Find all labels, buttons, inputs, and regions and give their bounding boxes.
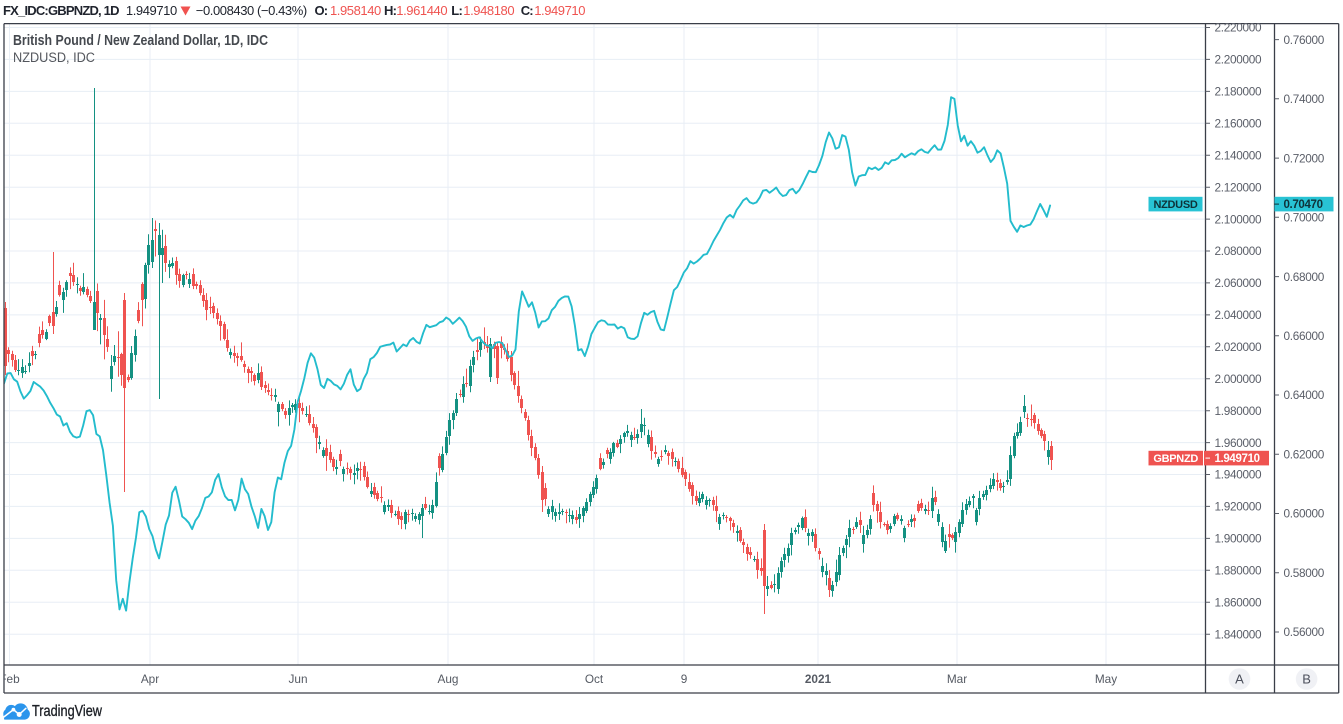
svg-text:1.960000: 1.960000 [1215,436,1263,450]
svg-text:2.140000: 2.140000 [1215,148,1263,162]
svg-text:Feb: Feb [0,672,20,686]
svg-text:Apr: Apr [141,672,159,686]
svg-text:1.840000: 1.840000 [1215,627,1263,641]
svg-text:1.860000: 1.860000 [1215,595,1263,609]
svg-text:GBPNZD: GBPNZD [1153,453,1198,465]
svg-text:0.74000: 0.74000 [1284,92,1325,106]
svg-text:1.980000: 1.980000 [1215,404,1263,418]
svg-text:2.200000: 2.200000 [1215,53,1263,67]
svg-text:0.58000: 0.58000 [1284,566,1325,580]
svg-text:1.940000: 1.940000 [1215,468,1263,482]
svg-text:0.64000: 0.64000 [1284,388,1325,402]
svg-text:May: May [1095,672,1117,686]
svg-text:1.900000: 1.900000 [1215,532,1263,546]
svg-text:0.76000: 0.76000 [1284,33,1325,47]
svg-text:1.920000: 1.920000 [1215,500,1263,514]
svg-text:1.949710: 1.949710 [1215,453,1260,465]
svg-text:0.60000: 0.60000 [1284,507,1325,521]
svg-text:0.68000: 0.68000 [1284,270,1325,284]
svg-text:2.220000: 2.220000 [1215,21,1263,35]
svg-text:Aug: Aug [438,672,459,686]
svg-text:0.70000: 0.70000 [1284,211,1325,225]
svg-text:B: B [1302,672,1311,687]
svg-text:0.72000: 0.72000 [1284,151,1325,165]
svg-text:A: A [1235,672,1244,687]
svg-text:2.060000: 2.060000 [1215,276,1263,290]
svg-text:Jun: Jun [288,672,307,686]
svg-text:2.180000: 2.180000 [1215,85,1263,99]
svg-text:Mar: Mar [947,672,967,686]
svg-text:0.70470: 0.70470 [1284,199,1323,211]
svg-text:2.080000: 2.080000 [1215,244,1263,258]
svg-text:2.000000: 2.000000 [1215,372,1263,386]
svg-text:9: 9 [681,672,688,686]
svg-text:2.120000: 2.120000 [1215,180,1263,194]
svg-text:2.100000: 2.100000 [1215,212,1263,226]
svg-text:2.040000: 2.040000 [1215,308,1263,322]
svg-text:1.880000: 1.880000 [1215,564,1263,578]
svg-text:NZDUSD: NZDUSD [1153,199,1197,211]
svg-text:2.160000: 2.160000 [1215,117,1263,131]
svg-text:2.020000: 2.020000 [1215,340,1263,354]
svg-text:Oct: Oct [585,672,604,686]
svg-text:0.56000: 0.56000 [1284,625,1325,639]
svg-text:0.62000: 0.62000 [1284,448,1325,462]
svg-text:2021: 2021 [805,672,832,686]
svg-text:0.66000: 0.66000 [1284,329,1325,343]
